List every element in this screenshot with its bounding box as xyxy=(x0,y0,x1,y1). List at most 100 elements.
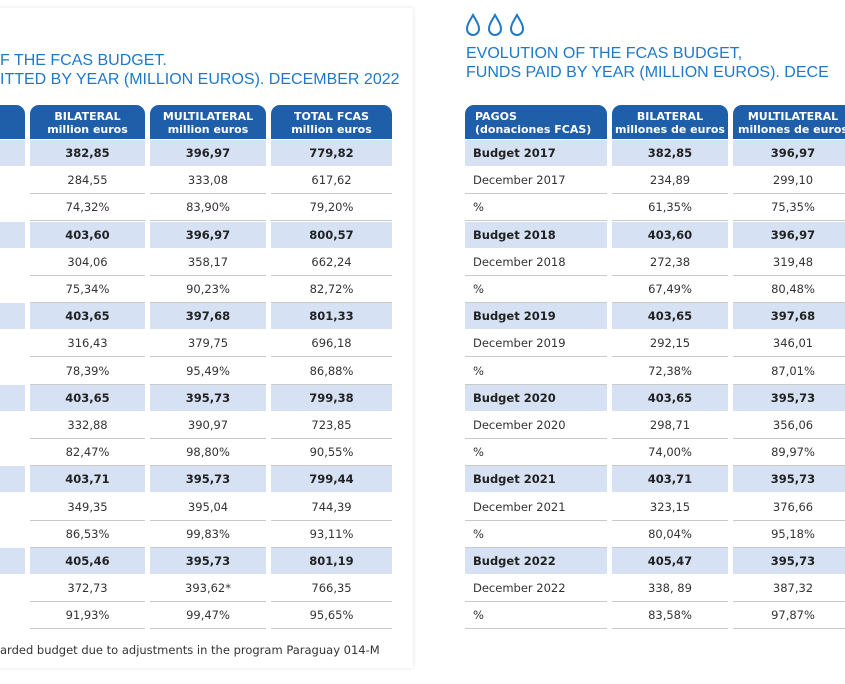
table-cell: 87,01% xyxy=(733,358,845,385)
table-cell: 395,73 xyxy=(150,466,266,494)
table-cell: % xyxy=(465,358,607,385)
table-cell: 82,47% xyxy=(30,439,145,467)
header-text: MULTILATERAL xyxy=(162,110,254,123)
row-band xyxy=(0,140,25,167)
table-cell: 395,73 xyxy=(733,548,845,575)
table-cell: 382,85 xyxy=(30,140,145,167)
table-cell: 405,46 xyxy=(30,548,145,575)
drops-icon xyxy=(465,12,525,36)
table-cell: 395,04 xyxy=(150,494,266,521)
row-band xyxy=(0,303,25,331)
table-cell: 696,18 xyxy=(271,330,392,358)
table-cell: 79,20% xyxy=(271,194,392,222)
table-cell: 61,35% xyxy=(612,194,728,222)
table-cell: 83,90% xyxy=(150,194,266,222)
table-cell: 403,65 xyxy=(30,384,145,412)
header-text: PAGOS xyxy=(475,110,517,123)
table-cell: 99,47% xyxy=(150,602,266,630)
header-cell xyxy=(0,105,25,139)
row-band xyxy=(0,466,25,494)
table-cell: 83,58% xyxy=(612,602,728,630)
table-cell: 800,57 xyxy=(271,221,392,249)
table-cell: 396,97 xyxy=(150,140,266,167)
left-title: F THE FCAS BUDGET. xyxy=(0,52,167,69)
table-cell: 299,10 xyxy=(733,167,845,195)
table-cell: 395,73 xyxy=(150,384,266,412)
header-cell: MULTILATERAL millones de euros xyxy=(733,105,845,139)
table-cell: 358,17 xyxy=(150,249,266,276)
table-cell: Budget 2022 xyxy=(465,548,607,575)
header-text: million euros xyxy=(167,123,249,136)
table-cell: December 2019 xyxy=(465,330,607,358)
table-cell: 403,60 xyxy=(30,221,145,249)
table-cell: 766,35 xyxy=(271,575,392,603)
table-cell: 292,15 xyxy=(612,330,728,358)
table-cell: 82,72% xyxy=(271,276,392,303)
table-cell: 390,97 xyxy=(150,412,266,439)
table-cell: 91,93% xyxy=(30,602,145,630)
left-title: ITTED BY YEAR (MILLION EUROS). DECEMBER … xyxy=(0,71,400,88)
table-cell: 403,65 xyxy=(612,303,728,331)
table-cell: 86,88% xyxy=(271,358,392,385)
table-cell: 272,38 xyxy=(612,249,728,276)
table-cell: 95,18% xyxy=(733,521,845,548)
header-cell: TOTAL FCAS million euros xyxy=(271,105,392,139)
table-cell: 379,75 xyxy=(150,330,266,358)
table-cell: 395,73 xyxy=(733,466,845,494)
table-cell: 338, 89 xyxy=(612,575,728,603)
table-cell: 396,97 xyxy=(150,221,266,249)
table-cell: 403,71 xyxy=(612,466,728,494)
table-cell: 75,34% xyxy=(30,276,145,303)
table-cell: 74,00% xyxy=(612,439,728,467)
table-cell: Budget 2020 xyxy=(465,384,607,412)
table-cell: % xyxy=(465,521,607,548)
header-cell: PAGOS (donaciones FCAS) xyxy=(465,105,607,139)
table-cell: 801,19 xyxy=(271,548,392,575)
table-cell: 356,06 xyxy=(733,412,845,439)
table-cell: 98,80% xyxy=(150,439,266,467)
table-cell: 799,44 xyxy=(271,466,392,494)
table-cell: Budget 2021 xyxy=(465,466,607,494)
table-cell: 90,55% xyxy=(271,439,392,467)
table-cell: 316,43 xyxy=(30,330,145,358)
table-cell: 95,65% xyxy=(271,602,392,630)
table-cell: 298,71 xyxy=(612,412,728,439)
table-cell: % xyxy=(465,602,607,630)
table-cell: % xyxy=(465,276,607,303)
table-cell: 67,49% xyxy=(612,276,728,303)
header-text: millones de euros xyxy=(615,123,725,136)
table-cell: 78,39% xyxy=(30,358,145,385)
table-cell: 97,87% xyxy=(733,602,845,630)
table-cell: Budget 2017 xyxy=(465,140,607,167)
table-cell: 396,97 xyxy=(733,140,845,167)
table-cell: 80,48% xyxy=(733,276,845,303)
table-cell: 799,38 xyxy=(271,384,392,412)
row-band xyxy=(0,384,25,412)
header-text: MULTILATERAL xyxy=(747,110,839,123)
header-cell: BILATERAL millones de euros xyxy=(612,105,728,139)
table-cell: 801,33 xyxy=(271,303,392,331)
table-cell: 86,53% xyxy=(30,521,145,548)
header-text: TOTAL FCAS xyxy=(294,110,369,123)
table-cell: 75,35% xyxy=(733,194,845,222)
table-cell: 72,38% xyxy=(612,358,728,385)
table-cell: 387,32 xyxy=(733,575,845,603)
table-cell: Budget 2019 xyxy=(465,303,607,331)
right-title: FUNDS PAID BY YEAR (MILLION EUROS). DECE xyxy=(466,64,829,81)
table-cell: 319,48 xyxy=(733,249,845,276)
table-cell: December 2022 xyxy=(465,575,607,603)
table-cell: 99,83% xyxy=(150,521,266,548)
header-text: million euros xyxy=(47,123,128,136)
table-cell: 744,39 xyxy=(271,494,392,521)
table-cell: 397,68 xyxy=(733,303,845,331)
table-cell: 372,73 xyxy=(30,575,145,603)
table-cell: 376,66 xyxy=(733,494,845,521)
table-cell: 333,08 xyxy=(150,167,266,195)
table-cell: 74,32% xyxy=(30,194,145,222)
table-cell: 349,35 xyxy=(30,494,145,521)
table-cell: 332,88 xyxy=(30,412,145,439)
table-cell: December 2020 xyxy=(465,412,607,439)
table-cell: % xyxy=(465,194,607,222)
table-cell: % xyxy=(465,439,607,467)
